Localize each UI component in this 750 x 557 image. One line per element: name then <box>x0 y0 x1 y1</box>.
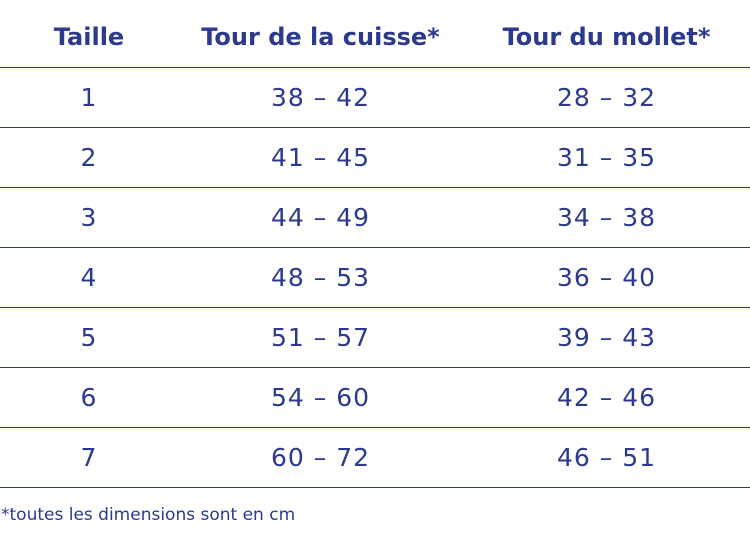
footnote: *toutes les dimensions sont en cm <box>1 505 296 525</box>
cell-size: 7 <box>80 443 98 472</box>
cell-size: 2 <box>80 143 98 172</box>
cell-size: 6 <box>80 383 98 412</box>
table-row: 4 48 – 53 36 – 40 <box>0 248 750 308</box>
table-row: 2 41 – 45 31 – 35 <box>0 128 750 188</box>
header-thigh: Tour de la cuisse* <box>201 22 440 51</box>
cell-size: 1 <box>80 83 98 112</box>
cell-size: 3 <box>80 203 98 232</box>
cell-thigh: 38 – 42 <box>270 83 371 112</box>
cell-thigh: 60 – 72 <box>270 443 371 472</box>
size-table: Taille Tour de la cuisse* Tour du mollet… <box>0 0 750 488</box>
cell-thigh: 44 – 49 <box>270 203 371 232</box>
cell-calf: 39 – 43 <box>556 323 657 352</box>
cell-thigh: 48 – 53 <box>270 263 371 292</box>
cell-calf: 34 – 38 <box>556 203 657 232</box>
table-row: 3 44 – 49 34 – 38 <box>0 188 750 248</box>
cell-thigh: 54 – 60 <box>270 383 371 412</box>
cell-calf: 31 – 35 <box>556 143 657 172</box>
cell-thigh: 51 – 57 <box>270 323 371 352</box>
cell-calf: 46 – 51 <box>556 443 657 472</box>
cell-thigh: 41 – 45 <box>270 143 371 172</box>
cell-calf: 42 – 46 <box>556 383 657 412</box>
cell-calf: 36 – 40 <box>556 263 657 292</box>
table-row: 6 54 – 60 42 – 46 <box>0 368 750 428</box>
table-row: 1 38 – 42 28 – 32 <box>0 68 750 128</box>
header-calf: Tour du mollet* <box>502 22 711 51</box>
cell-size: 5 <box>80 323 98 352</box>
cell-size: 4 <box>80 263 98 292</box>
table-header-row: Taille Tour de la cuisse* Tour du mollet… <box>0 0 750 68</box>
table-row: 7 60 – 72 46 – 51 <box>0 428 750 488</box>
header-size: Taille <box>53 22 125 51</box>
table-row: 5 51 – 57 39 – 43 <box>0 308 750 368</box>
cell-calf: 28 – 32 <box>556 83 657 112</box>
